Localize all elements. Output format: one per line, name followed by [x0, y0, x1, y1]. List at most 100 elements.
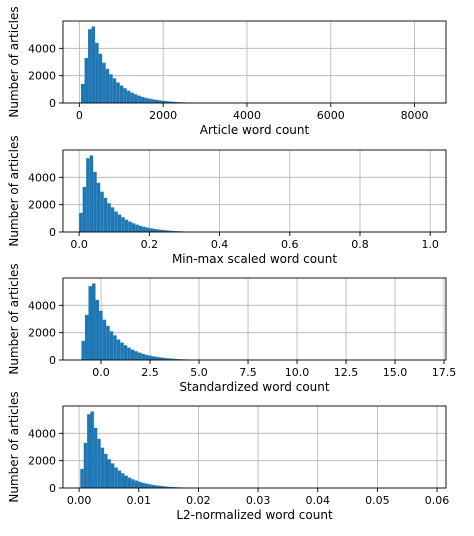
x-tick-label: 0.04: [305, 494, 330, 507]
histogram-bar: [81, 84, 85, 103]
x-tick-label: 15.0: [383, 366, 408, 379]
histogram-bar: [145, 355, 149, 360]
y-axis-label: Number of articles: [7, 6, 21, 117]
x-tick-label: 2000: [149, 109, 177, 122]
x-tick-label: 8000: [401, 109, 429, 122]
x-tick-label: 0.2: [141, 238, 159, 251]
histogram-bar: [87, 414, 90, 488]
x-axis-label: Min-max scaled word count: [172, 252, 337, 266]
y-tick-label: 4000: [28, 427, 56, 440]
histogram-bar: [146, 228, 150, 232]
histogram-bar: [114, 468, 117, 489]
histogram-bar: [134, 351, 138, 360]
histogram-bar: [83, 187, 87, 232]
histogram-bar: [81, 341, 85, 360]
y-axis-label: Number of articles: [7, 135, 21, 246]
histogram-bar: [94, 428, 97, 488]
x-tick-label: 17.5: [432, 366, 457, 379]
x-axis-label: Standardized word count: [179, 380, 330, 394]
histogram-bar: [156, 357, 160, 360]
histogram-bar: [128, 478, 131, 488]
histogram-bar: [142, 227, 146, 232]
histogram-bar: [118, 471, 121, 488]
x-tick-label: 0.03: [246, 494, 271, 507]
x-axis-label: Article word count: [200, 123, 310, 137]
x-axis-label: L2-normalized word count: [176, 508, 333, 522]
histogram-bar: [85, 58, 89, 103]
histogram-bar: [92, 283, 96, 360]
x-tick-label: 1.0: [421, 238, 439, 251]
histogram-bar: [141, 354, 145, 360]
y-tick-label: 2000: [28, 455, 56, 468]
histogram-bar: [93, 172, 97, 232]
histogram-bar: [102, 63, 106, 103]
histogram-bar: [116, 83, 120, 104]
histogram-bar: [91, 411, 94, 488]
y-tick-label: 2000: [28, 327, 56, 340]
histogram-bar: [95, 43, 99, 103]
histogram-bar: [142, 483, 145, 488]
histogram-bar: [84, 443, 87, 488]
histogram-bar: [113, 78, 117, 103]
histogram-bar: [96, 300, 100, 360]
x-tick-label: 0.0: [92, 366, 110, 379]
histogram-bar: [107, 203, 111, 232]
histogram-bar: [128, 222, 132, 232]
histogram-bar: [117, 340, 121, 361]
histogram-bar: [110, 331, 114, 360]
histogram-bar: [88, 286, 92, 360]
histogram-bar: [99, 54, 103, 103]
histogram-bar: [127, 91, 131, 103]
histogram-bar: [141, 97, 145, 103]
histogram-bar: [131, 479, 134, 488]
histogram-bar: [145, 484, 148, 488]
histogram-bar: [127, 348, 131, 360]
histogram-bar: [131, 350, 135, 360]
x-tick-label: 0.0: [70, 238, 88, 251]
histogram-bar: [101, 448, 104, 488]
y-tick-label: 4000: [28, 42, 56, 55]
histogram-bar: [111, 463, 114, 488]
histogram-bar: [144, 98, 148, 103]
histogram-bar: [100, 192, 104, 232]
x-tick-label: 6000: [317, 109, 345, 122]
x-tick-label: 0.8: [351, 238, 369, 251]
histogram-bar: [139, 226, 143, 232]
x-tick-label: 0.01: [127, 494, 152, 507]
histogram-bar: [108, 459, 111, 488]
histogram-bar: [113, 335, 117, 360]
histogram-bar: [151, 99, 155, 103]
histogram-bar: [85, 315, 89, 360]
histogram-bar: [130, 93, 134, 103]
histogram-bar: [155, 100, 159, 103]
x-tick-label: 5.0: [190, 366, 208, 379]
histogram-bar: [138, 482, 141, 488]
y-tick-label: 4000: [28, 299, 56, 312]
x-tick-label: 0: [76, 109, 83, 122]
histogram-bar: [86, 158, 90, 232]
histogram-bar: [148, 484, 151, 488]
x-tick-label: 2.5: [141, 366, 159, 379]
histogram-bar: [103, 320, 107, 360]
histogram-bar: [121, 217, 125, 232]
histogram-bar: [114, 212, 118, 233]
x-tick-label: 0.00: [67, 494, 92, 507]
histogram-bar: [79, 213, 83, 232]
x-tick-label: 12.5: [334, 366, 359, 379]
histogram-bar: [123, 88, 127, 103]
histogram-bar: [90, 155, 94, 232]
x-tick-label: 0.6: [281, 238, 299, 251]
y-tick-label: 0: [49, 354, 56, 367]
histogram-bar: [149, 228, 153, 232]
y-tick-label: 0: [49, 482, 56, 495]
y-axis-label: Number of articles: [7, 263, 21, 374]
x-tick-label: 0.05: [365, 494, 390, 507]
x-tick-label: 4000: [233, 109, 261, 122]
histogram-bar: [132, 223, 136, 232]
y-tick-label: 4000: [28, 171, 56, 184]
histogram-bar: [135, 225, 139, 232]
